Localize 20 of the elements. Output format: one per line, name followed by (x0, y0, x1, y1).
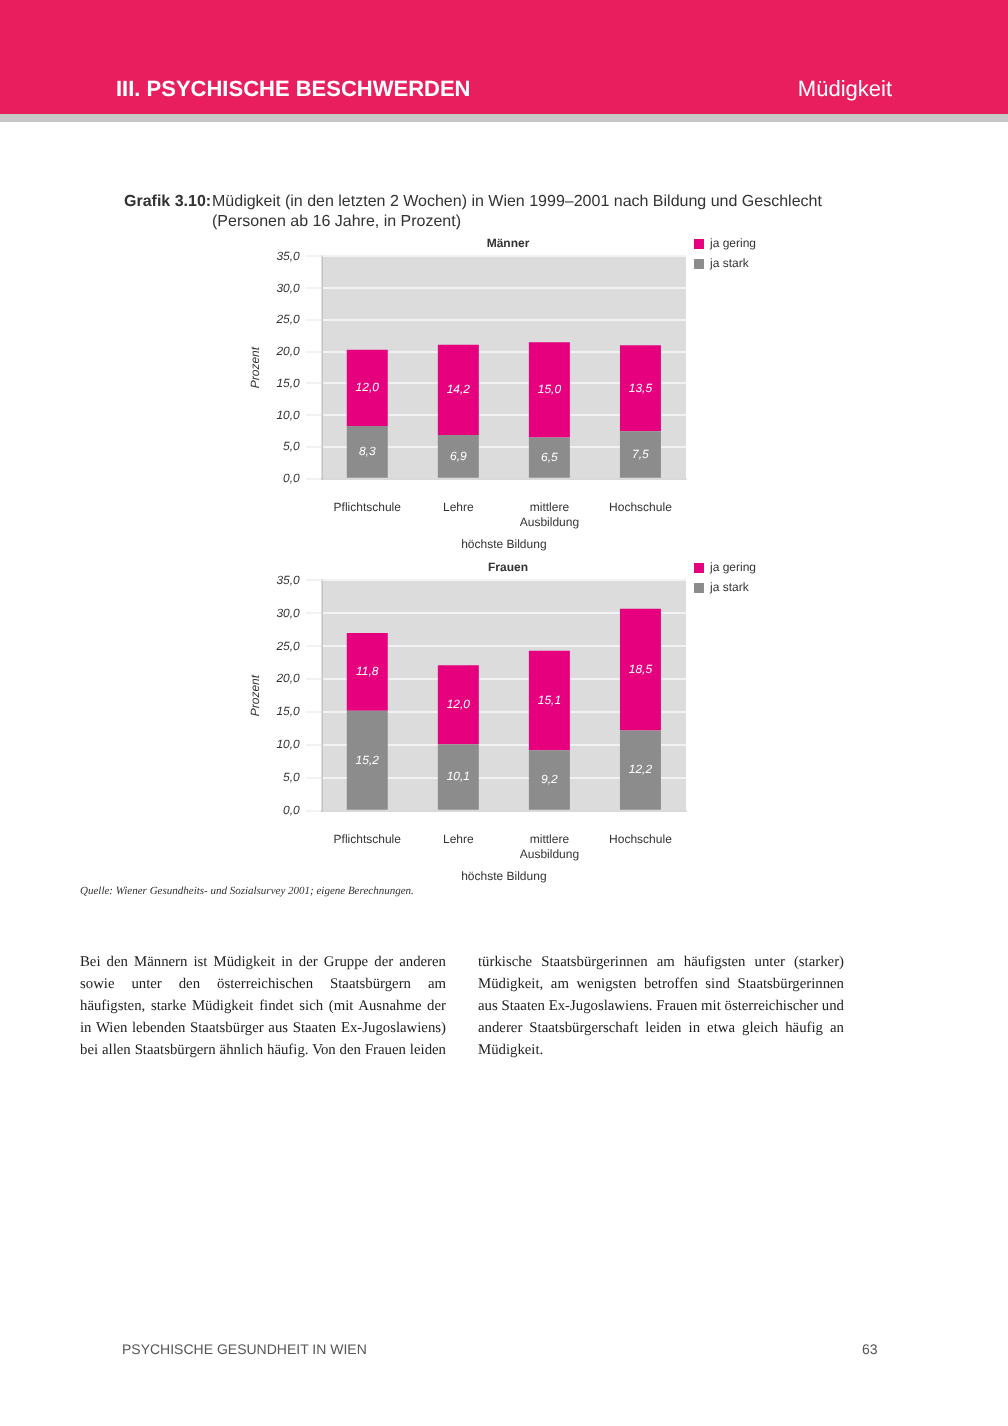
text: Grafik 3.10: (124, 192, 212, 210)
bar (528, 437, 570, 478)
bar (619, 345, 661, 432)
bar (619, 608, 661, 731)
bar (437, 344, 479, 435)
bar (528, 342, 570, 438)
text: III. PSYCHISCHE BESCHWERDEN (116, 78, 471, 102)
bar (619, 431, 661, 478)
bar (346, 633, 388, 711)
bar (619, 730, 661, 810)
bar (346, 426, 388, 478)
bar (346, 710, 388, 810)
bar (528, 650, 570, 751)
bar (437, 665, 479, 745)
bar (346, 349, 388, 427)
bar (437, 744, 479, 810)
text: Müdigkeit (in den letzten 2 Wochen) in Wien 1999–2001 nach Bildung und Geschlecht (Personen ab 16 Jahre, in Prozent) (212, 192, 824, 232)
bar (528, 750, 570, 810)
text: Müdigkeit (797, 78, 892, 102)
bar (437, 434, 479, 478)
